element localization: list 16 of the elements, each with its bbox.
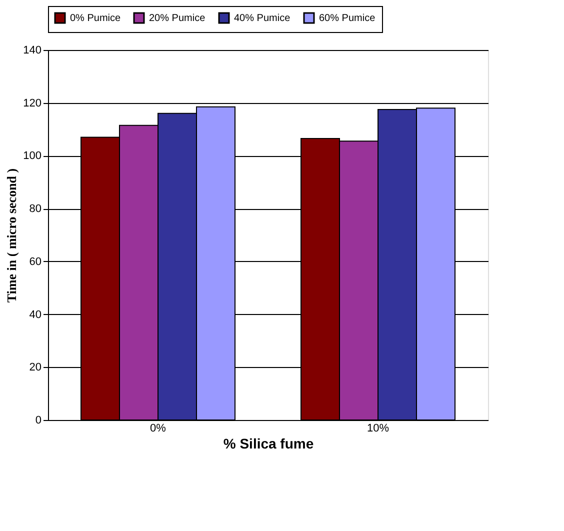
x-axis-title: % Silica fume [223,436,314,452]
legend-label: 0% Pumice [70,13,122,24]
x-tick-label: 10% [366,422,390,434]
y-tick-label: 20 [29,362,42,374]
y-tick-label: 60 [29,256,42,268]
y-tick-label: 80 [29,203,42,216]
legend-label: 40% Pumice [234,13,291,24]
y-tick-label: 0 [35,414,42,426]
y-tick-label: 140 [23,44,42,56]
y-tick-label: 40 [29,308,42,321]
y-tick-label: 120 [23,97,42,110]
legend-label: 20% Pumice [149,13,206,24]
x-tick-label: 0% [150,422,166,434]
y-axis-title: Time in ( micro second ) [4,168,20,303]
legend-label: 60% Pumice [319,13,376,24]
y-tick-label: 100 [23,150,42,162]
